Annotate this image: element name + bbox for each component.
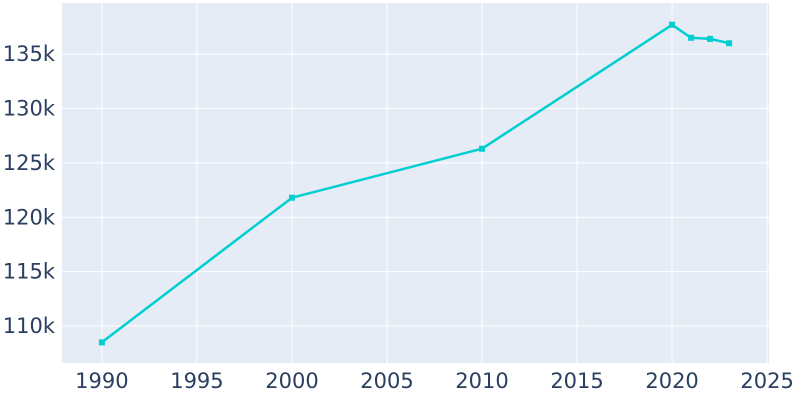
data-point-marker xyxy=(98,339,105,346)
y-tick-label: 125k xyxy=(3,151,56,175)
y-tick-label: 135k xyxy=(3,42,56,66)
x-tick-label: 1990 xyxy=(75,369,128,393)
data-point-marker xyxy=(479,145,486,152)
data-point-marker xyxy=(688,34,695,41)
data-point-marker xyxy=(669,21,676,28)
y-tick-label: 110k xyxy=(3,314,56,338)
x-tick-label: 2005 xyxy=(360,369,413,393)
y-tick-label: 120k xyxy=(3,205,56,229)
data-point-marker xyxy=(288,194,295,201)
plot-area xyxy=(62,3,769,363)
data-point-marker xyxy=(726,40,733,47)
x-tick-label: 2025 xyxy=(740,369,793,393)
x-tick-label: 2020 xyxy=(645,369,698,393)
x-tick-label: 1995 xyxy=(170,369,223,393)
x-tick-label: 2015 xyxy=(550,369,603,393)
data-point-marker xyxy=(707,35,714,42)
x-tick-label: 2000 xyxy=(265,369,318,393)
y-tick-label: 115k xyxy=(3,260,56,284)
y-tick-label: 130k xyxy=(3,96,56,120)
x-tick-label: 2010 xyxy=(455,369,508,393)
